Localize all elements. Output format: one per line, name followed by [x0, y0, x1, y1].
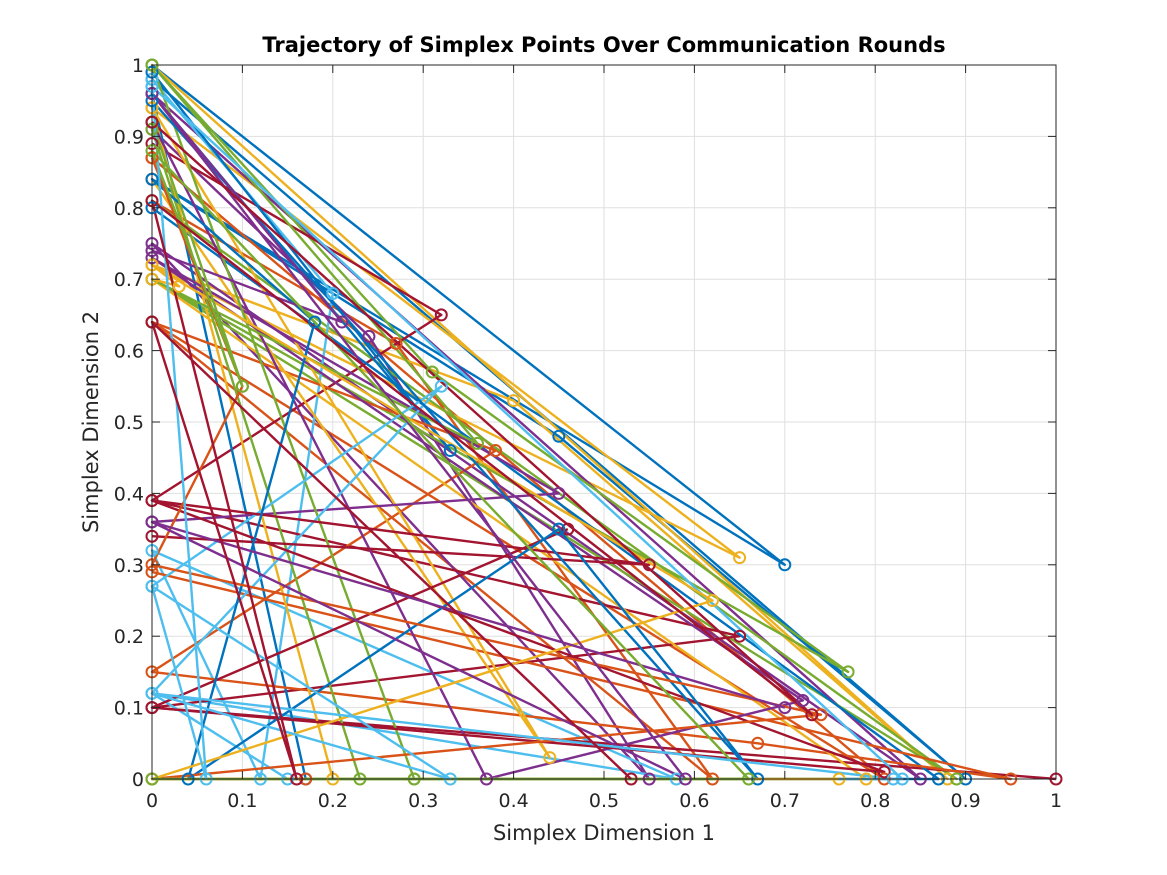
series-line: [151, 99, 759, 781]
x-tick-label: 0.3: [408, 790, 438, 812]
y-tick-label: 0.6: [114, 341, 144, 363]
series-line: [150, 142, 1057, 781]
data-point-marker: [805, 708, 819, 722]
data-point-marker: [796, 693, 810, 707]
series-line: [150, 86, 894, 781]
x-axis-label: Simplex Dimension 1: [493, 821, 715, 845]
data-point-marker: [425, 365, 439, 379]
series-line: [150, 121, 805, 781]
data-point-marker: [335, 315, 349, 329]
x-tick-label: 0.1: [227, 790, 257, 812]
data-point-marker: [489, 444, 503, 458]
x-tick-label: 0.6: [679, 790, 709, 812]
y-tick-labels: 0 0.1 0.2 0.3 0.4 0.5 0.6 0.7 0.8 0.9 1: [114, 55, 144, 791]
series-line: [150, 320, 1012, 781]
x-tick-label: 0.2: [318, 790, 348, 812]
data-point-marker: [778, 701, 792, 715]
data-point-marker: [362, 329, 376, 343]
data-point-marker: [642, 558, 656, 572]
y-tick-label: 0.1: [114, 698, 144, 720]
x-tick-label: 0: [146, 790, 158, 812]
x-tick-labels: 0 0.1 0.2 0.3 0.4 0.5 0.6 0.7 0.8 0.9 1: [146, 790, 1062, 812]
data-point-marker: [552, 522, 566, 536]
data-point-marker: [308, 315, 322, 329]
x-tick-label: 1: [1050, 790, 1062, 812]
series-line: [150, 92, 786, 781]
y-tick-label: 0.2: [114, 626, 144, 648]
series-line: [150, 499, 886, 774]
x-tick-label: 0.8: [860, 790, 890, 812]
data-point-marker: [705, 594, 719, 607]
data-point-marker: [172, 279, 186, 293]
y-tick-label: 0.9: [114, 126, 144, 148]
data-point-marker: [841, 665, 855, 679]
data-point-marker: [877, 765, 891, 779]
series-line: [150, 71, 940, 781]
data-point-marker: [434, 308, 448, 322]
y-tick-label: 0.7: [114, 269, 144, 291]
data-point-marker: [552, 429, 566, 443]
series-line: [150, 64, 958, 781]
axis-ticks: [151, 64, 1057, 780]
data-point-marker: [470, 436, 484, 450]
data-point-marker: [543, 751, 557, 765]
data-point-marker: [389, 336, 403, 350]
data-point-marker: [778, 558, 792, 572]
y-tick-label: 0.8: [114, 198, 144, 220]
y-tick-label: 0.3: [114, 555, 144, 577]
data-point-marker: [561, 522, 575, 536]
data-point-marker: [434, 379, 448, 393]
data-point-marker: [507, 394, 521, 408]
y-tick-label: 0.5: [114, 412, 144, 434]
chart-title: Trajectory of Simplex Points Over Commun…: [262, 33, 945, 57]
y-axis-label: Simplex Dimension 2: [79, 311, 103, 533]
data-point-marker: [733, 551, 747, 565]
data-point-marker: [733, 629, 747, 643]
series-line: [150, 63, 479, 781]
x-tick-label: 0.7: [770, 790, 800, 812]
x-tick-label: 0.4: [498, 790, 528, 812]
y-tick-label: 0: [132, 769, 144, 791]
series-line: [150, 121, 814, 781]
data-point-marker: [751, 736, 765, 750]
series-line: [150, 85, 904, 781]
data-point-marker: [235, 379, 249, 393]
data-point-marker: [552, 486, 566, 500]
y-tick-label: 1: [132, 55, 144, 77]
y-tick-label: 0.4: [114, 483, 144, 505]
data-point-marker: [326, 286, 340, 300]
x-tick-label: 0.9: [950, 790, 980, 812]
data-point-marker: [443, 444, 457, 458]
data-point-marker: [814, 708, 828, 722]
series-line: [150, 64, 949, 781]
x-tick-label: 0.5: [589, 790, 619, 812]
